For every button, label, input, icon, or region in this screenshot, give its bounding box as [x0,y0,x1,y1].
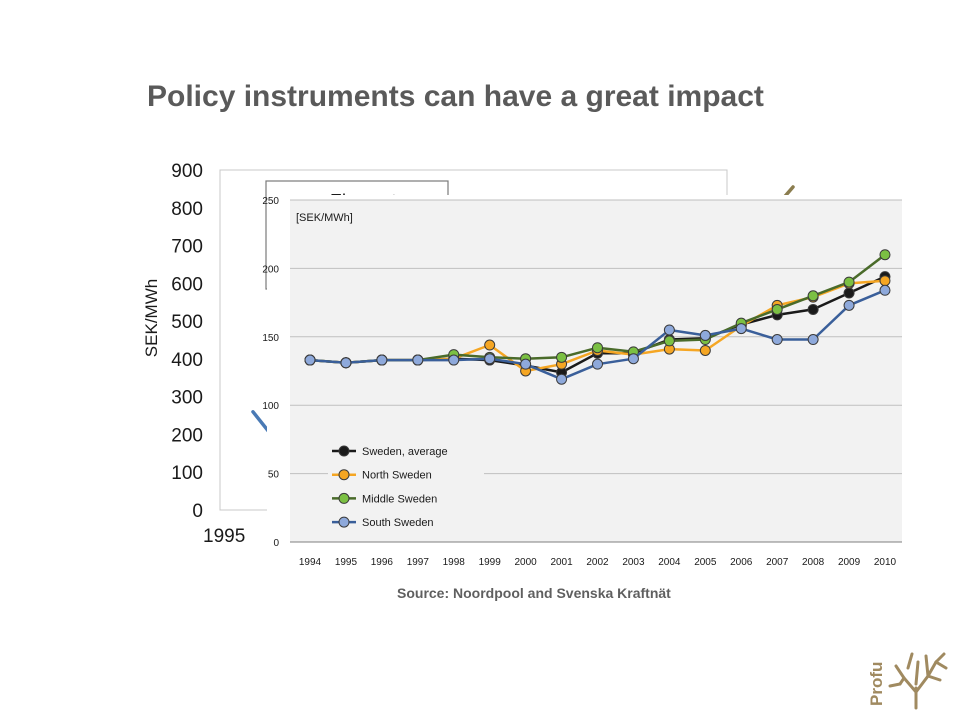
fg-data-point [879,275,891,287]
fg-x-tick-label: 2006 [730,557,753,568]
fg-data-point [771,303,783,315]
fg-x-tick-label: 2010 [874,557,897,568]
fg-data-point [304,354,316,366]
fg-legend-label: Middle Sweden [362,493,437,505]
fg-data-point [484,353,496,365]
fg-x-tick-label: 2007 [766,557,789,568]
fg-x-tick-label: 1999 [479,557,502,568]
fg-data-point [807,290,819,302]
fg-data-point [627,353,639,365]
fg-x-tick-label: 2001 [550,557,573,568]
fg-x-tick-label: 2005 [694,557,717,568]
bg-y-tick-label: 100 [171,463,203,484]
bg-y-tick-label: 400 [171,350,203,371]
logo-text: Profu [867,662,886,706]
fg-y-tick-label: 200 [262,264,279,275]
bg-y-tick-label: 600 [171,274,203,295]
fg-data-point [807,334,819,346]
fg-legend-marker [338,492,350,504]
fg-data-point [592,342,603,354]
fg-y-tick-label: 250 [262,196,279,207]
slide-title: Policy instruments can have a great impa… [147,80,764,113]
fg-data-point [879,249,891,261]
fg-x-tick-label: 1997 [407,557,430,568]
fg-x-tick-label: 2004 [658,557,681,568]
fg-legend-box [328,440,484,534]
profu-logo: Profu [867,652,948,710]
fg-x-tick-label: 2008 [802,557,825,568]
fg-x-tick-label: 1996 [371,557,394,568]
fg-data-point [376,354,388,366]
fg-data-point [340,357,352,369]
fg-data-point [843,299,855,311]
fg-x-tick-label: 1995 [335,557,358,568]
fg-data-point [663,324,675,336]
bg-y-tick-label: 900 [171,161,203,182]
fg-data-point [448,354,460,366]
tree-icon [888,652,948,710]
fg-data-point [412,354,424,366]
source-note: Source: Noordpool and Svenska Kraftnät [397,585,671,601]
fg-x-tick-label: 2009 [838,557,861,568]
fg-data-point [663,335,675,347]
fg-data-point [879,284,891,296]
fg-x-tick-label: 2003 [622,557,645,568]
fg-y-tick-label: 100 [262,401,279,412]
fg-x-tick-label: 2000 [515,557,538,568]
fg-legend-marker [338,469,350,481]
fg-data-point [771,334,783,346]
fg-data-point [807,303,819,315]
bg-y-tick-label: 700 [171,237,203,258]
bg-y-tick-label: 800 [171,199,203,220]
fg-data-point [556,373,568,385]
fg-y-tick-label: 50 [268,470,280,481]
fg-y-tick-label: 150 [262,333,279,344]
bg-x-tick-label: 1995 [203,526,245,547]
fg-legend-marker [338,516,350,528]
fg-legend-label: South Sweden [362,517,434,529]
fg-x-tick-label: 2002 [586,557,609,568]
bg-y-axis-label: SEK/MWh [142,279,161,357]
bg-y-tick-label: 500 [171,312,203,333]
fg-data-point [556,351,568,363]
bg-y-tick-label: 200 [171,425,203,446]
fg-legend-label: Sweden, average [362,446,448,458]
fg-legend-label: North Sweden [362,470,432,482]
fg-data-point [843,276,855,288]
fg-x-tick-label: 1994 [299,557,322,568]
fg-data-point [520,358,532,370]
bg-y-tick-label: 0 [192,501,203,522]
fg-data-point [484,339,496,351]
bg-y-tick-label: 300 [171,388,203,409]
fg-data-point [699,329,711,341]
fg-y-tick-label: 0 [273,538,279,549]
fg-legend-marker [338,445,350,457]
fg-x-tick-label: 1998 [443,557,466,568]
fg-data-point [735,323,747,335]
fg-data-point [592,358,603,370]
fg-y-axis-label: [SEK/MWh] [296,212,353,224]
fg-data-point [843,287,855,299]
fg-data-point [699,344,711,356]
